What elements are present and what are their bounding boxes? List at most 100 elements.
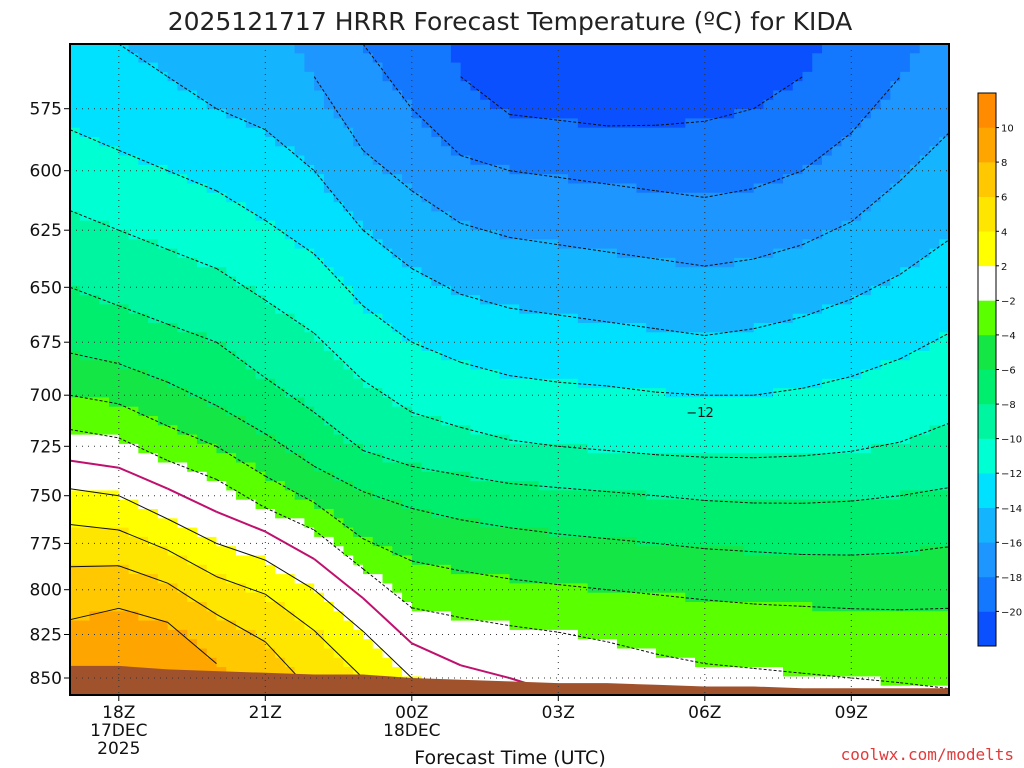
temperature-cell — [714, 388, 725, 398]
temperature-cell — [509, 109, 520, 119]
temperature-cell — [128, 471, 139, 482]
temperature-cell — [607, 90, 618, 101]
temperature-cell — [314, 202, 325, 212]
temperature-cell — [167, 462, 179, 473]
temperature-cell — [157, 62, 169, 73]
temperature-cell — [372, 220, 384, 231]
temperature-cell — [489, 295, 501, 305]
temperature-cell — [372, 434, 384, 445]
temperature-cell — [450, 620, 462, 631]
temperature-cell — [529, 406, 540, 417]
temperature-cell — [109, 406, 120, 417]
temperature-cell — [675, 192, 686, 203]
temperature-cell — [646, 555, 657, 566]
temperature-cell — [753, 164, 765, 175]
temperature-cell — [70, 202, 81, 212]
temperature-cell — [616, 564, 628, 575]
temperature-cell — [372, 155, 384, 166]
temperature-cell — [177, 518, 188, 529]
temperature-cell — [167, 248, 179, 259]
temperature-cell — [548, 555, 559, 566]
temperature-cell — [753, 350, 765, 361]
temperature-cell — [323, 267, 335, 278]
temperature-cell — [226, 602, 237, 612]
temperature-cell — [509, 211, 520, 222]
temperature-cell — [138, 378, 149, 389]
temperature-cell — [265, 276, 276, 287]
temperature-cell — [646, 527, 657, 538]
temperature-cell — [353, 304, 364, 315]
temperature-cell — [363, 239, 374, 250]
temperature-cell — [695, 481, 706, 491]
temperature-cell — [275, 304, 286, 315]
temperature-cell — [519, 304, 530, 315]
temperature-cell — [460, 657, 472, 668]
temperature-cell — [411, 323, 423, 333]
temperature-cell — [665, 350, 677, 361]
temperature-cell — [372, 378, 384, 389]
temperature-cell — [265, 536, 276, 547]
temperature-cell — [284, 174, 296, 185]
temperature-cell — [695, 295, 706, 305]
temperature-cell — [538, 239, 550, 250]
temperature-cell — [577, 304, 589, 315]
temperature-cell — [236, 592, 247, 603]
temperature-cell — [402, 667, 413, 677]
temperature-cell — [294, 304, 305, 315]
temperature-cell — [587, 509, 598, 519]
temperature-cell — [714, 490, 725, 501]
temperature-cell — [284, 490, 296, 501]
temperature-cell — [333, 648, 345, 659]
temperature-cell — [284, 276, 296, 287]
temperature-cell — [226, 592, 237, 603]
temperature-cell — [714, 81, 725, 92]
temperature-cell — [353, 174, 364, 185]
temperature-cell — [558, 639, 569, 650]
temperature-cell — [226, 118, 237, 129]
temperature-cell — [675, 509, 686, 519]
temperature-cell — [577, 639, 589, 650]
temperature-cell — [685, 518, 696, 529]
temperature-cell — [402, 202, 413, 212]
temperature-cell — [294, 350, 305, 361]
temperature-cell — [167, 425, 179, 436]
temperature-cell — [529, 611, 540, 622]
temperature-cell — [441, 211, 452, 222]
temperature-cell — [118, 155, 130, 166]
temperature-cell — [519, 202, 530, 212]
temperature-cell — [460, 127, 472, 138]
temperature-cell — [597, 62, 608, 73]
temperature-cell — [255, 564, 266, 575]
temperature-cell — [343, 481, 354, 491]
temperature-cell — [753, 332, 765, 343]
temperature-cell — [99, 369, 110, 380]
temperature-cell — [245, 341, 257, 352]
temperature-cell — [89, 313, 100, 324]
temperature-cell — [753, 499, 765, 510]
temperature-cell — [441, 416, 452, 426]
temperature-cell — [363, 499, 374, 510]
temperature-cell — [421, 109, 432, 119]
temperature-cell — [265, 295, 276, 305]
temperature-cell — [743, 360, 755, 371]
temperature-cell — [148, 490, 159, 501]
temperature-cell — [499, 453, 511, 464]
temperature-cell — [89, 369, 100, 380]
temperature-cell — [99, 146, 110, 157]
temperature-cell — [187, 620, 198, 631]
temperature-cell — [294, 416, 305, 426]
temperature-cell — [392, 137, 403, 147]
temperature-cell — [548, 230, 559, 240]
temperature-cell — [275, 453, 286, 464]
temperature-cell — [167, 183, 179, 194]
temperature-cell — [587, 397, 598, 408]
temperature-cell — [79, 146, 91, 157]
temperature-cell — [304, 536, 315, 547]
temperature-cell — [128, 397, 139, 408]
temperature-cell — [177, 155, 188, 166]
temperature-cell — [704, 378, 716, 389]
temperature-cell — [548, 639, 559, 650]
temperature-cell — [714, 202, 725, 212]
temperature-cell — [79, 99, 91, 110]
temperature-cell — [343, 118, 354, 129]
